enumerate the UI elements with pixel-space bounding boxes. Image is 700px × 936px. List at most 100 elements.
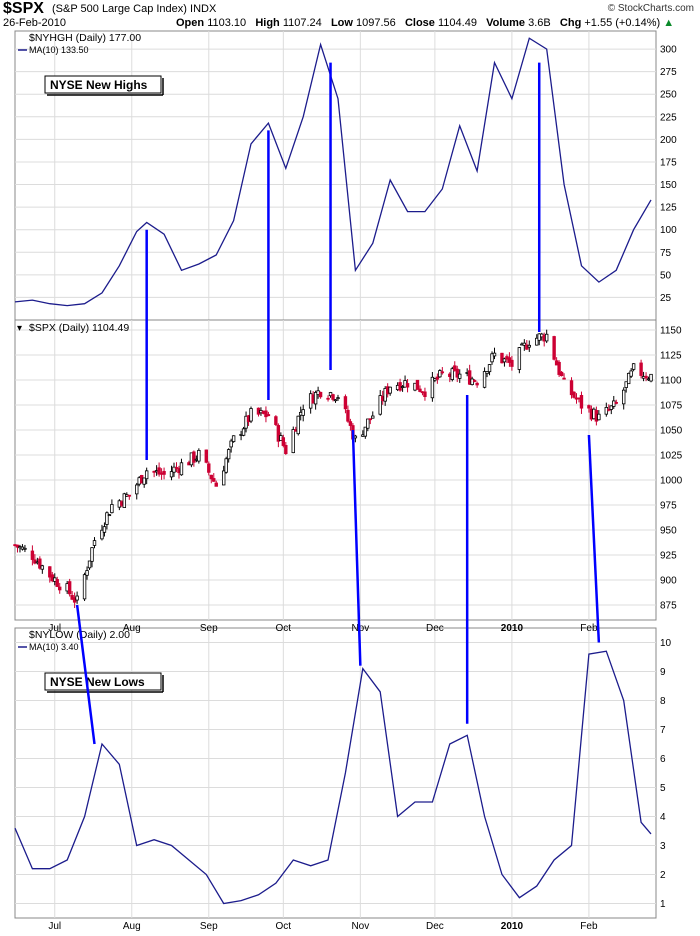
x-tick-label: Aug (123, 623, 141, 634)
candle-body (644, 375, 648, 379)
y-tick-label: 5 (660, 783, 666, 794)
candle-body (552, 336, 556, 360)
y-tick-label: 900 (660, 576, 677, 587)
candle-body (336, 397, 340, 400)
candle-body (383, 388, 387, 402)
candle-body (249, 408, 253, 422)
candle-body (301, 409, 305, 416)
legend-ma: MA(10) 133.50 (29, 45, 89, 55)
candle-body (487, 364, 492, 373)
candle-body (40, 565, 45, 570)
candle-body (405, 383, 410, 388)
y-tick-label: 1050 (660, 426, 683, 437)
candle-body (569, 380, 574, 396)
candle-body (629, 370, 633, 377)
candle-body (142, 477, 146, 485)
y-tick-label: 300 (660, 45, 677, 56)
candle-body (100, 529, 104, 540)
candle-body (179, 462, 184, 476)
legend-title: $SPX (Daily) 1104.49 (29, 322, 129, 334)
candle-body (169, 471, 174, 478)
annotation-line (587, 434, 601, 643)
candle-body (67, 581, 72, 595)
candle-body (48, 566, 52, 578)
x-tick-label: Feb (580, 921, 598, 932)
candle-body (264, 410, 268, 418)
candle-body (221, 470, 226, 486)
y-tick-label: 75 (660, 248, 672, 259)
low-value: 1097.56 (356, 17, 396, 29)
series-line-bottom (14, 650, 652, 905)
open-value: 1103.10 (207, 17, 247, 29)
candle-body (472, 380, 477, 382)
candle-body (435, 376, 440, 380)
annotation-line (75, 604, 96, 745)
candle-body (453, 365, 457, 371)
candle-body (333, 399, 338, 402)
candle-body (475, 382, 479, 386)
candle-body (162, 470, 166, 475)
y-tick-label: 125 (660, 203, 677, 214)
change-value: +1.55 (+0.14%) (584, 17, 661, 29)
up-triangle-icon: ▲ (663, 17, 675, 29)
candle-body (244, 415, 248, 429)
candle-body (204, 449, 209, 463)
y-tick-label: 150 (660, 180, 677, 191)
candle-body (631, 363, 636, 370)
candle-body (15, 544, 20, 548)
x-tick-label: Jul (48, 623, 61, 634)
candle-body (626, 372, 631, 385)
annotation-line (351, 429, 362, 666)
legend-ma: MA(10) 3.40 (29, 642, 79, 652)
candle-body (157, 467, 161, 475)
y-tick-label: 275 (660, 67, 677, 78)
candle-body (174, 467, 179, 469)
candle-body (30, 550, 35, 560)
candle-body (639, 362, 643, 376)
candle-body (423, 391, 427, 397)
y-tick-label: 8 (660, 696, 666, 707)
candle-body (378, 395, 382, 415)
candle-body (90, 547, 94, 562)
candle-body (649, 373, 653, 382)
y-tick-label: 7 (660, 725, 666, 736)
high-value: 1107.24 (282, 17, 322, 29)
symbol: $SPX (3, 0, 44, 17)
y-tick-label: 1025 (660, 451, 683, 462)
candle-body (597, 413, 601, 421)
close-value: 1104.49 (437, 17, 477, 29)
y-tick-label: 175 (660, 157, 677, 168)
candle-body (517, 347, 522, 370)
candle-body (110, 504, 114, 514)
x-tick-label: 2010 (501, 623, 524, 634)
candle-body (172, 466, 176, 473)
candle-body (557, 361, 561, 375)
candle-body (107, 514, 112, 517)
candle-body (455, 368, 459, 378)
candle-body (368, 418, 372, 421)
candle-body (346, 409, 350, 422)
candle-body (363, 426, 368, 437)
candle-body (212, 478, 216, 482)
candle-body (209, 474, 213, 480)
y-tick-label: 10 (660, 638, 672, 649)
candle-body (510, 359, 514, 367)
candle-body (192, 451, 196, 463)
candle-body (522, 342, 527, 346)
x-tick-label: Dec (426, 623, 444, 634)
copyright: © StockCharts.com (607, 3, 694, 14)
y-tick-label: 1 (660, 899, 666, 910)
candle-body (492, 352, 497, 357)
candle-body (366, 418, 370, 429)
candle-body (207, 463, 211, 473)
y-tick-label: 1000 (660, 476, 683, 487)
candle-body (604, 407, 609, 415)
candle-body (23, 547, 27, 550)
candle-body (328, 392, 333, 397)
candle-body (313, 392, 318, 405)
y-tick-label: 1125 (660, 351, 682, 362)
candle-body (105, 512, 109, 525)
candle-body (458, 373, 462, 379)
candle-body (371, 415, 375, 419)
candle-body (214, 482, 218, 487)
